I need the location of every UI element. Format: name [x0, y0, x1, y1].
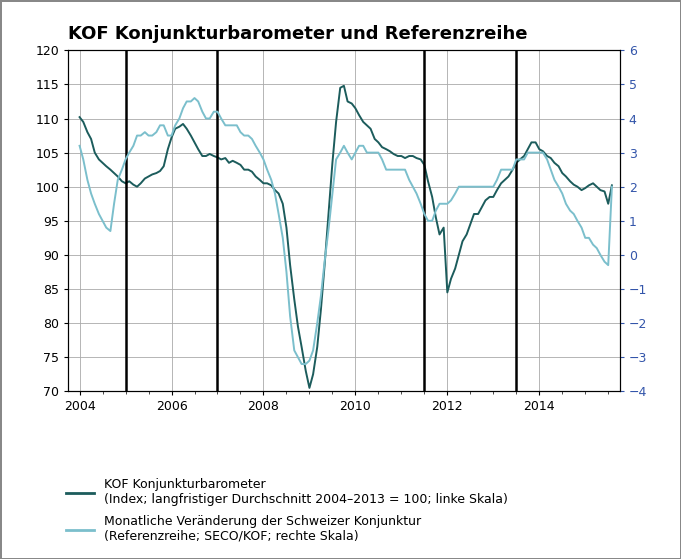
Legend: KOF Konjunkturbarometer
(Index; langfristiger Durchschnitt 2004–2013 = 100; link: KOF Konjunkturbarometer (Index; langfris…: [61, 473, 513, 548]
Text: KOF Konjunkturbarometer und Referenzreihe: KOF Konjunkturbarometer und Referenzreih…: [68, 25, 528, 43]
